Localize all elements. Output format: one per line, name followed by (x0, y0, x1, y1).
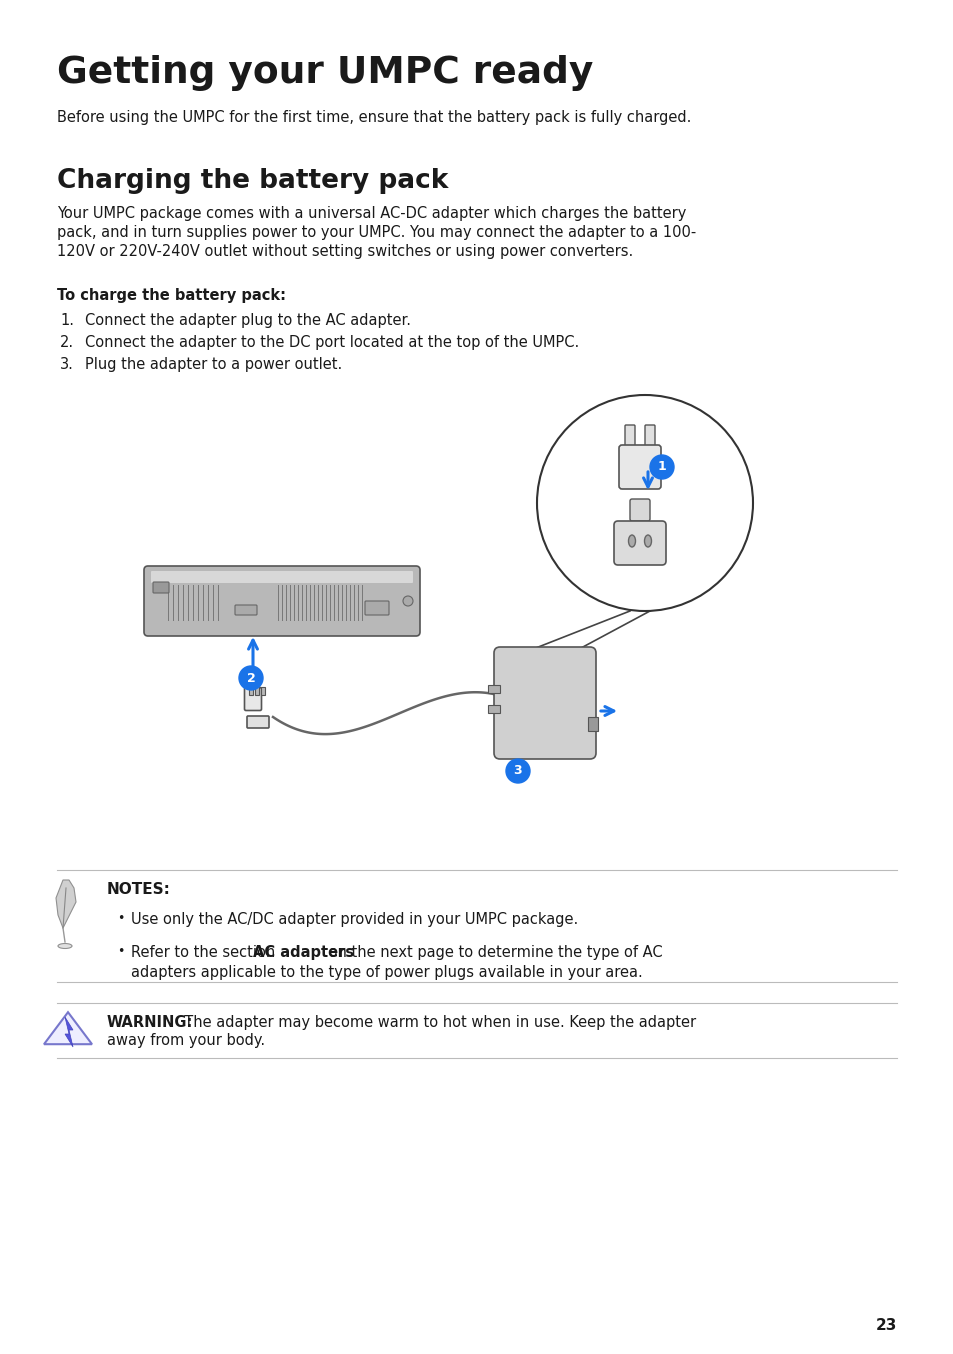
FancyBboxPatch shape (151, 571, 413, 584)
Circle shape (537, 395, 752, 611)
FancyBboxPatch shape (644, 425, 655, 452)
Text: AC adapters: AC adapters (253, 945, 354, 960)
FancyBboxPatch shape (247, 716, 269, 728)
Text: Plug the adapter to a power outlet.: Plug the adapter to a power outlet. (85, 357, 342, 372)
Text: Getting your UMPC ready: Getting your UMPC ready (57, 56, 593, 91)
FancyBboxPatch shape (614, 521, 665, 565)
Ellipse shape (644, 535, 651, 547)
Text: Your UMPC package comes with a universal AC-DC adapter which charges the battery: Your UMPC package comes with a universal… (57, 206, 685, 221)
Ellipse shape (628, 535, 635, 547)
Circle shape (239, 666, 263, 691)
Text: pack, and in turn supplies power to your UMPC. You may connect the adapter to a : pack, and in turn supplies power to your… (57, 225, 696, 240)
FancyBboxPatch shape (618, 445, 660, 489)
Bar (261, 686, 265, 695)
Bar (249, 686, 253, 695)
Text: Use only the AC/DC adapter provided in your UMPC package.: Use only the AC/DC adapter provided in y… (131, 913, 578, 927)
Text: •: • (117, 945, 124, 959)
Bar (488, 705, 499, 714)
FancyBboxPatch shape (629, 500, 649, 521)
Polygon shape (65, 1017, 73, 1047)
Text: 2: 2 (247, 672, 255, 685)
Text: 1.: 1. (60, 313, 74, 328)
Text: WARNING:: WARNING: (107, 1016, 193, 1030)
Circle shape (505, 760, 530, 783)
Polygon shape (44, 1013, 91, 1044)
Text: Connect the adapter to the DC port located at the top of the UMPC.: Connect the adapter to the DC port locat… (85, 334, 578, 349)
Bar (587, 718, 598, 731)
Text: To charge the battery pack:: To charge the battery pack: (57, 288, 286, 303)
Text: The adapter may become warm to hot when in use. Keep the adapter: The adapter may become warm to hot when … (174, 1016, 696, 1030)
Ellipse shape (58, 944, 71, 949)
FancyBboxPatch shape (624, 425, 635, 452)
Text: Connect the adapter plug to the AC adapter.: Connect the adapter plug to the AC adapt… (85, 313, 411, 328)
FancyBboxPatch shape (152, 582, 169, 593)
Text: •: • (117, 913, 124, 925)
FancyBboxPatch shape (144, 566, 419, 636)
Polygon shape (56, 880, 76, 927)
FancyBboxPatch shape (244, 688, 261, 711)
Text: 3.: 3. (60, 357, 73, 372)
Text: 23: 23 (875, 1317, 896, 1332)
Circle shape (402, 596, 413, 607)
Text: adapters applicable to the type of power plugs available in your area.: adapters applicable to the type of power… (131, 965, 642, 980)
Text: away from your body.: away from your body. (107, 1033, 265, 1048)
FancyBboxPatch shape (234, 605, 256, 615)
Text: 3: 3 (513, 765, 521, 777)
Text: 1: 1 (657, 460, 666, 474)
FancyBboxPatch shape (365, 601, 389, 615)
Text: Charging the battery pack: Charging the battery pack (57, 168, 448, 194)
FancyBboxPatch shape (494, 647, 596, 760)
Text: on the next page to determine the type of AC: on the next page to determine the type o… (324, 945, 662, 960)
Text: NOTES:: NOTES: (107, 881, 171, 896)
Bar (254, 686, 258, 695)
Circle shape (649, 455, 673, 479)
Text: Refer to the section: Refer to the section (131, 945, 279, 960)
Text: 2.: 2. (60, 334, 74, 349)
Text: 120V or 220V-240V outlet without setting switches or using power converters.: 120V or 220V-240V outlet without setting… (57, 244, 633, 259)
Text: Before using the UMPC for the first time, ensure that the battery pack is fully : Before using the UMPC for the first time… (57, 110, 691, 125)
Bar (488, 685, 499, 693)
